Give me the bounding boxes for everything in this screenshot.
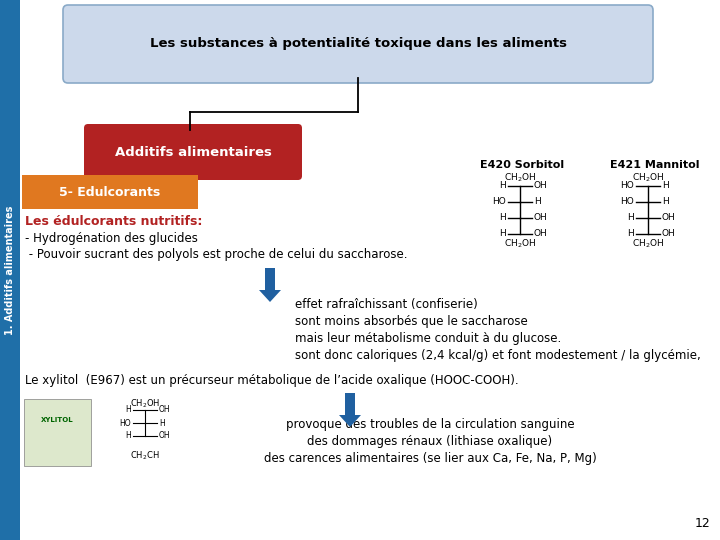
- Text: OH: OH: [159, 431, 171, 441]
- Text: OH: OH: [662, 213, 676, 222]
- Text: Les substances à potentialité toxique dans les aliments: Les substances à potentialité toxique da…: [150, 37, 567, 51]
- Text: XYLITOL: XYLITOL: [41, 417, 73, 423]
- Text: CH$_2$OH: CH$_2$OH: [504, 172, 536, 185]
- Bar: [0, 0, 20, 540]
- Text: OH: OH: [534, 213, 548, 222]
- Text: sont moins absorbés que le saccharose: sont moins absorbés que le saccharose: [295, 315, 528, 328]
- Text: E420 Sorbitol: E420 Sorbitol: [480, 160, 564, 170]
- Text: H: H: [662, 181, 669, 191]
- Text: 1. Additifs alimentaires: 1. Additifs alimentaires: [5, 205, 15, 335]
- Text: HO: HO: [620, 181, 634, 191]
- Text: E421 Mannitol: E421 Mannitol: [610, 160, 700, 170]
- Text: H: H: [534, 198, 541, 206]
- FancyBboxPatch shape: [22, 175, 198, 209]
- Text: 5- Edulcorants: 5- Edulcorants: [59, 186, 161, 199]
- Text: CH$_2$OH: CH$_2$OH: [632, 238, 664, 251]
- Text: - Pouvoir sucrant des polyols est proche de celui du saccharose.: - Pouvoir sucrant des polyols est proche…: [25, 248, 408, 261]
- Text: H: H: [662, 198, 669, 206]
- FancyBboxPatch shape: [24, 399, 91, 466]
- FancyArrow shape: [339, 393, 361, 427]
- Text: des dommages rénaux (lithiase oxalique): des dommages rénaux (lithiase oxalique): [307, 435, 552, 448]
- Text: OH: OH: [534, 230, 548, 239]
- Text: Additifs alimentaires: Additifs alimentaires: [114, 145, 271, 159]
- Text: effet rafraîchissant (confiserie): effet rafraîchissant (confiserie): [295, 298, 478, 311]
- Text: CH$_2$OH: CH$_2$OH: [632, 172, 664, 185]
- Text: CH$_2$OH: CH$_2$OH: [504, 238, 536, 251]
- Text: - Hydrogénation des glucides: - Hydrogénation des glucides: [25, 232, 198, 245]
- Text: H: H: [125, 406, 131, 415]
- FancyBboxPatch shape: [63, 5, 653, 83]
- FancyArrow shape: [259, 268, 281, 302]
- Text: 12: 12: [694, 517, 710, 530]
- Text: H: H: [125, 431, 131, 441]
- Text: H: H: [499, 213, 506, 222]
- Text: HO: HO: [620, 198, 634, 206]
- Text: OH: OH: [662, 230, 676, 239]
- Text: HO: HO: [492, 198, 506, 206]
- Text: Le xylitol  (E967) est un précurseur métabolique de l’acide oxalique (HOOC-COOH): Le xylitol (E967) est un précurseur méta…: [25, 374, 518, 387]
- Text: provoque des troubles de la circulation sanguine: provoque des troubles de la circulation …: [286, 418, 575, 431]
- Text: H: H: [159, 418, 165, 428]
- Text: sont donc caloriques (2,4 kcal/g) et font modestement / la glycémie,: sont donc caloriques (2,4 kcal/g) et fon…: [295, 349, 701, 362]
- FancyBboxPatch shape: [84, 124, 302, 180]
- Text: H: H: [499, 230, 506, 239]
- Text: H: H: [627, 230, 634, 239]
- Text: CH$_2$OH: CH$_2$OH: [130, 398, 160, 410]
- Text: des carences alimentaires (se lier aux Ca, Fe, Na, P, Mg): des carences alimentaires (se lier aux C…: [264, 452, 596, 465]
- Text: mais leur métabolisme conduit à du glucose.: mais leur métabolisme conduit à du gluco…: [295, 332, 562, 345]
- Text: Les édulcorants nutritifs:: Les édulcorants nutritifs:: [25, 215, 202, 228]
- Text: CH$_2$CH: CH$_2$CH: [130, 450, 160, 462]
- Text: HO: HO: [120, 418, 131, 428]
- Text: H: H: [499, 181, 506, 191]
- Text: H: H: [627, 213, 634, 222]
- Text: OH: OH: [534, 181, 548, 191]
- Text: OH: OH: [159, 406, 171, 415]
